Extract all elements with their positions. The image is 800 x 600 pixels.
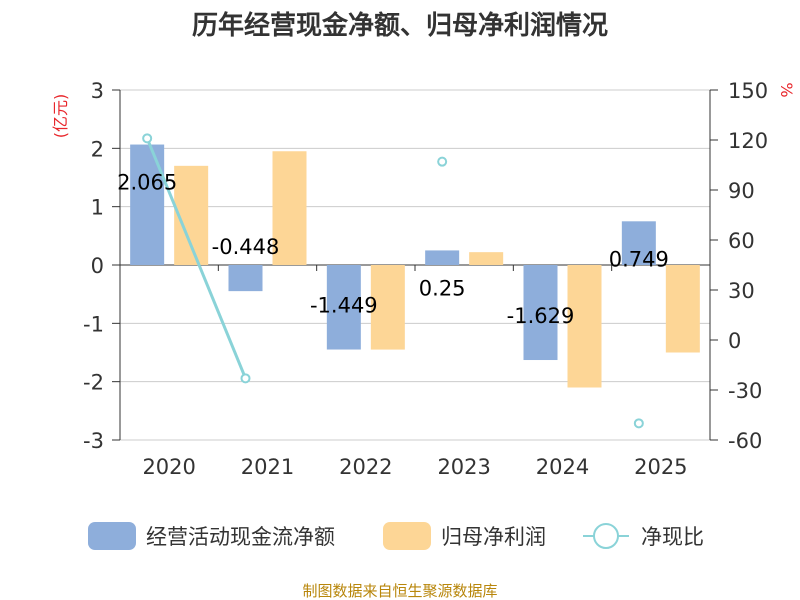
legend-label: 净现比 — [641, 525, 704, 549]
right-tick-label: 0 — [728, 329, 741, 353]
bar-data-label: -1.629 — [507, 304, 575, 328]
legend-swatch — [383, 522, 431, 550]
line-path — [145, 137, 247, 379]
x-tick-label: 2022 — [339, 455, 392, 479]
bar — [665, 265, 700, 353]
bar — [567, 265, 602, 388]
x-tick-label: 2021 — [241, 455, 294, 479]
right-tick-label: 60 — [728, 229, 755, 253]
right-tick-label: 90 — [728, 179, 755, 203]
axes: 3 2 1 0 -1 -2 -3 150 120 90 60 30 0 -30 -60 2020 2021 202… — [83, 79, 768, 479]
left-tick-label: -3 — [83, 429, 104, 453]
legend-label: 归母净利润 — [441, 525, 546, 549]
data-labels: 2.065 -0.448 -1.449 0.25 -1.629 0.749 — [117, 171, 669, 328]
x-tick-label: 2020 — [142, 455, 195, 479]
left-tick-label: -2 — [83, 371, 104, 395]
line-point — [142, 133, 153, 144]
bar — [523, 265, 558, 361]
chart-title: 历年经营现金净额、归母净利润情况 — [192, 10, 608, 41]
right-tick-label: -60 — [728, 429, 762, 453]
legend-swatch — [88, 522, 136, 550]
right-tick-label: -30 — [728, 379, 762, 403]
bar — [425, 250, 460, 265]
bar-data-label: 0.749 — [609, 247, 669, 271]
bar — [130, 144, 165, 265]
bar — [326, 265, 361, 350]
line-point — [633, 418, 644, 429]
right-tick-label: 150 — [728, 79, 768, 103]
legend-marker — [593, 523, 619, 549]
legend-item-cashflow[interactable]: 经营活动现金流净额 — [88, 522, 335, 550]
left-tick-label: 3 — [91, 79, 104, 103]
legend: 经营活动现金流净额 归母净利润 净现比 — [88, 522, 704, 550]
legend-label: 经营活动现金流净额 — [146, 525, 335, 549]
bar-data-label: -0.448 — [212, 235, 280, 259]
left-tick-label: 0 — [91, 254, 104, 278]
bar — [370, 265, 405, 350]
bar — [228, 265, 263, 292]
bar-data-label: -1.449 — [310, 294, 378, 318]
bar-data-label: 0.25 — [419, 276, 466, 300]
bar — [272, 151, 307, 265]
right-tick-label: 120 — [728, 129, 768, 153]
left-tick-label: 2 — [91, 137, 104, 161]
x-tick-label: 2023 — [437, 455, 490, 479]
x-tick-label: 2024 — [536, 455, 589, 479]
legend-item-net-profit[interactable]: 归母净利润 — [383, 522, 546, 550]
left-tick-label: 1 — [91, 196, 104, 220]
line-point — [240, 373, 251, 384]
legend-item-cash-ratio[interactable]: 净现比 — [583, 523, 704, 549]
left-tick-label: -1 — [83, 312, 104, 336]
right-axis-unit: % — [777, 82, 796, 97]
source-note: 制图数据来自恒生聚源数据库 — [302, 582, 497, 600]
right-tick-label: 30 — [728, 279, 755, 303]
bar-data-label: 2.065 — [117, 171, 177, 195]
left-axis-unit: (亿元) — [51, 94, 70, 139]
line-series — [142, 133, 644, 429]
line-point — [437, 156, 448, 167]
bar — [469, 252, 504, 265]
bar — [621, 221, 656, 265]
x-tick-label: 2025 — [634, 455, 687, 479]
